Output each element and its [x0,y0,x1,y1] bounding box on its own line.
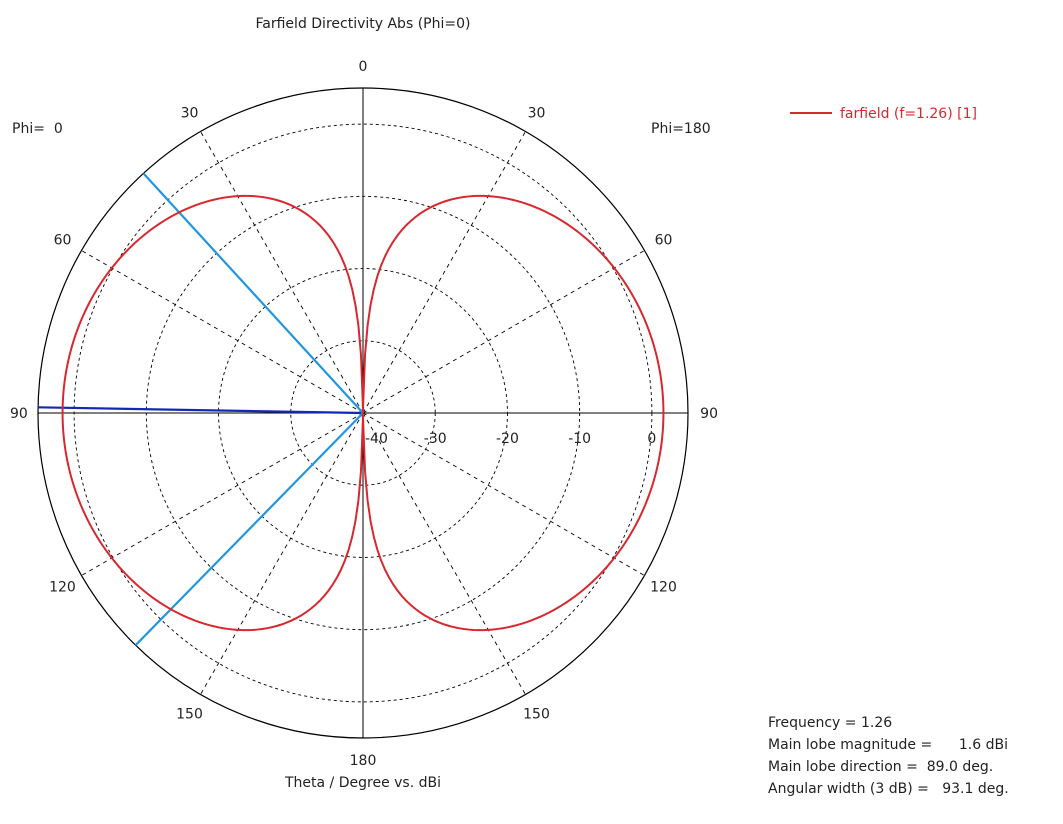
series-line [61,194,364,632]
chart-title: Farfield Directivity Abs (Phi=0) [256,16,471,32]
grid-spoke [362,131,526,414]
series-group [61,194,665,632]
angle-label: 150 [176,707,203,723]
grid-spoke [81,250,364,414]
grid-spoke [81,412,364,576]
x-axis-label: Theta / Degree vs. dBi [284,775,441,791]
grid-spoke [362,412,645,576]
grid-spoke [362,250,645,414]
grid-spoke [362,412,526,695]
radial-tick-label: -10 [568,431,591,447]
frequency-text: Frequency = 1.26 [768,715,893,731]
angle-label: 30 [181,105,199,121]
angular-width-text: Angular width (3 dB) = 93.1 deg. [768,781,1009,797]
right-phi-label: Phi=180 [651,121,711,137]
left-phi-label: Phi= 0 [12,121,63,137]
3db-beam-edge-upper [142,172,364,414]
series-line [362,194,665,632]
angle-labels: 0 30 30 60 60 90 90 120 120 150 150 180 [10,59,718,769]
angle-label: 0 [359,59,368,75]
angle-label: 30 [528,105,546,121]
main-lobe-direction-text: Main lobe direction = 89.0 deg. [768,759,994,775]
angle-label: 60 [655,233,673,249]
radial-tick-label: 0 [647,431,656,447]
angle-label: 150 [523,707,550,723]
3db-beam-edge-lower [134,412,364,646]
legend-label: farfield (f=1.26) [1] [840,106,977,122]
radial-tick-label: -20 [496,431,519,447]
main-lobe-magnitude-text: Main lobe magnitude = 1.6 dBi [768,737,1008,753]
grid-spoke [200,131,364,414]
legend: farfield (f=1.26) [1] [790,106,977,122]
angle-label: 60 [54,233,72,249]
results-panel: Frequency = 1.26 Main lobe magnitude = 1… [768,712,1009,800]
beam-markers [38,172,364,646]
angle-label: 90 [10,406,28,422]
radial-tick-labels: -40 -30 -20 -10 0 [365,431,656,447]
angle-label: 180 [350,753,377,769]
angle-label: 120 [49,580,76,596]
main-lobe-direction [38,406,364,415]
radial-tick-label: -40 [365,431,388,447]
radial-tick-label: -30 [424,431,447,447]
angle-label: 120 [650,580,677,596]
angle-label: 90 [700,406,718,422]
grid-spoke [200,412,364,695]
